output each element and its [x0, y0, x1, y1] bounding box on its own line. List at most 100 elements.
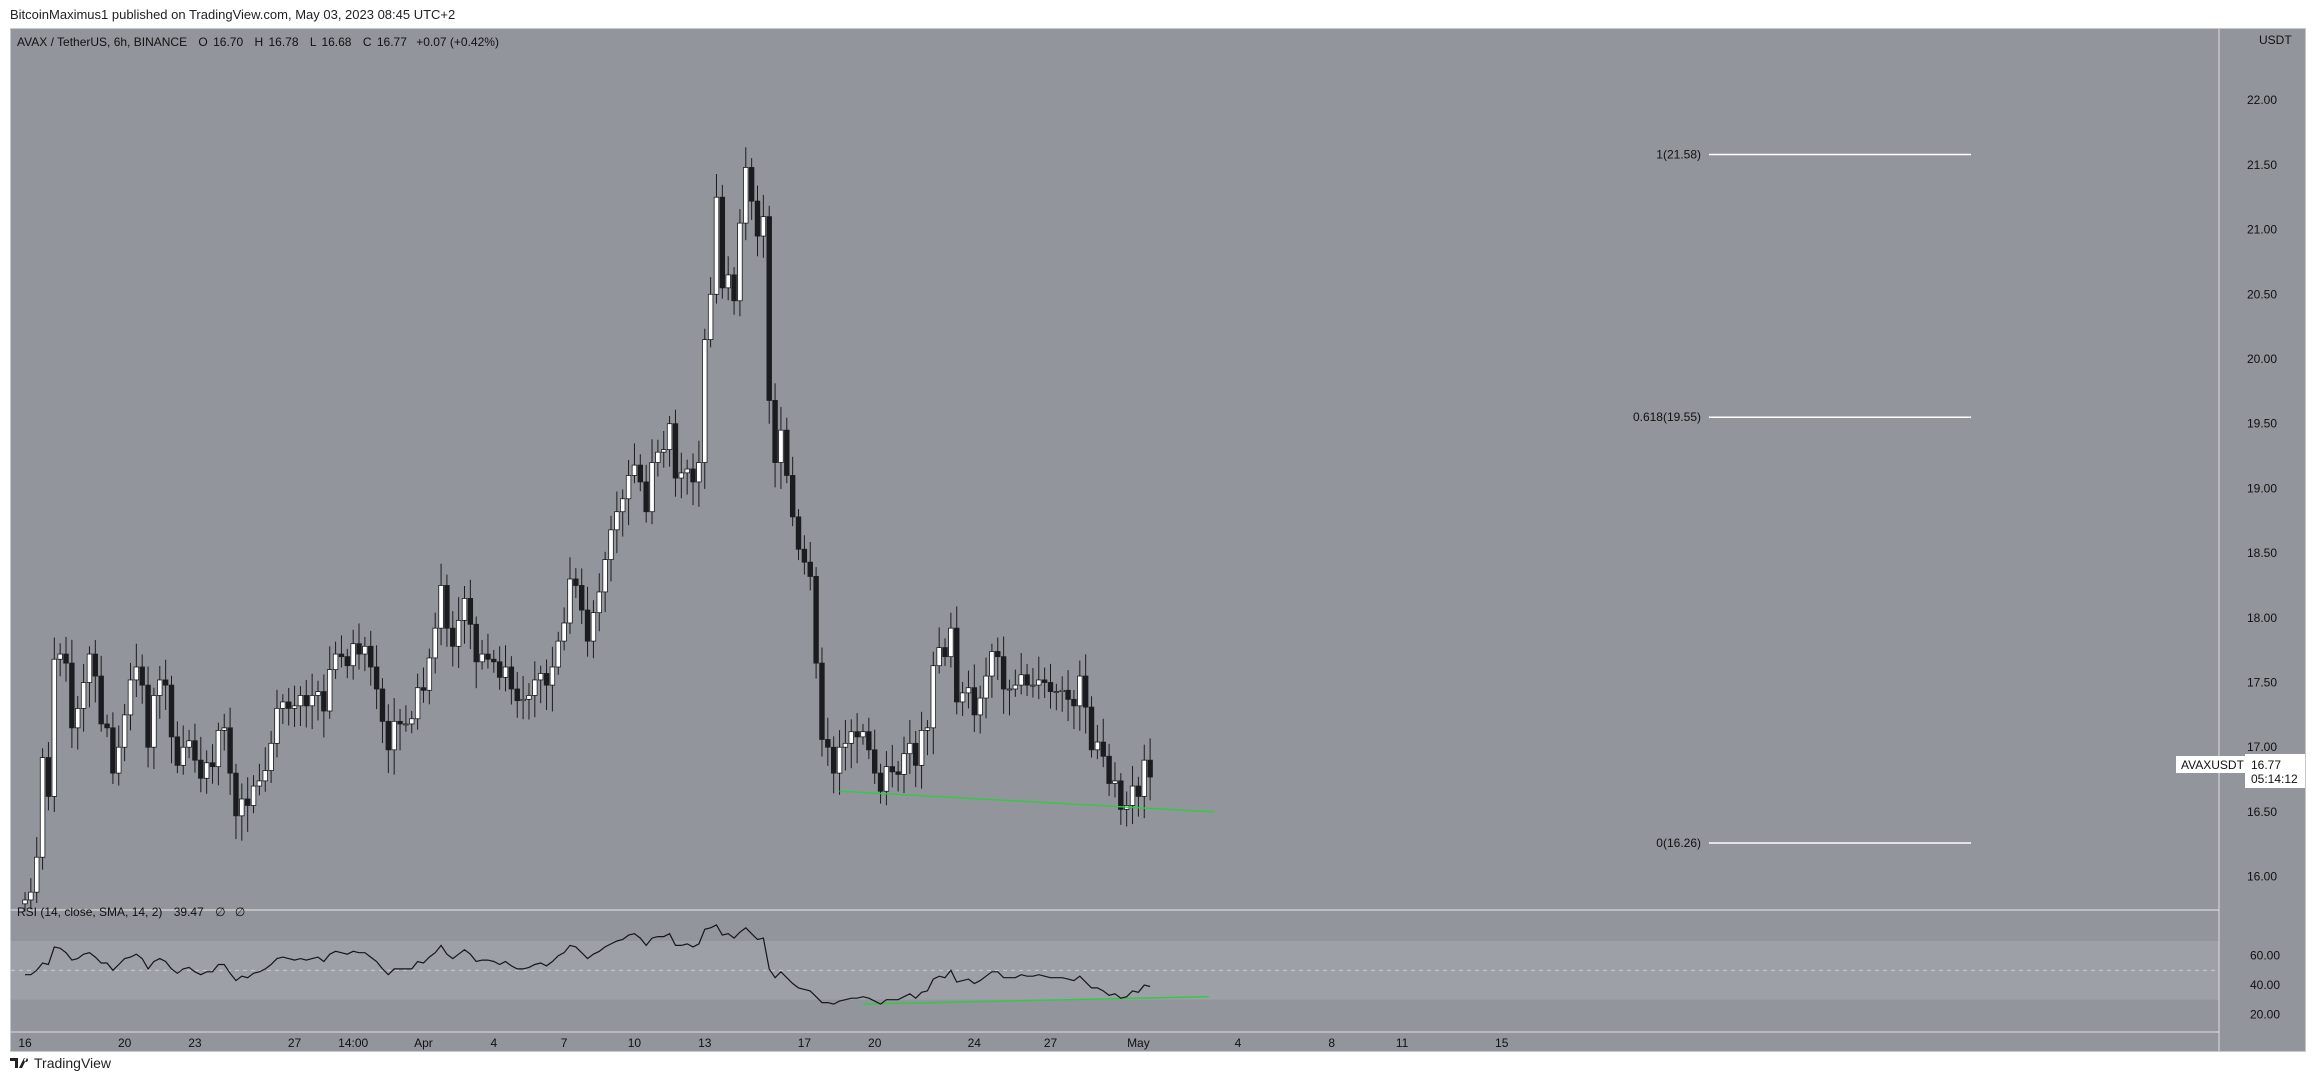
- candle-down: [748, 167, 755, 202]
- candle-down: [63, 653, 69, 664]
- candle-up: [116, 746, 122, 774]
- candle-up: [479, 653, 485, 663]
- candle-down: [995, 651, 1001, 658]
- candle-down: [473, 623, 479, 663]
- candle-down: [784, 429, 790, 476]
- candle-down: [1071, 698, 1077, 707]
- candle-down: [772, 400, 778, 463]
- candle-up: [414, 687, 421, 720]
- candle-down: [92, 653, 99, 677]
- x-tick-label: 7: [561, 1036, 568, 1050]
- candle-up: [883, 766, 890, 792]
- price-divergence-line: [839, 790, 1215, 813]
- price-tag-countdown: 05:14:12: [2251, 772, 2298, 786]
- candle-down: [813, 576, 819, 664]
- candle-up: [526, 695, 532, 700]
- candle-down: [954, 627, 960, 703]
- candle-up: [848, 731, 854, 744]
- rsi-divergence-line: [862, 996, 1209, 1005]
- candle-up: [924, 727, 931, 731]
- chart-header: AVAX / TetherUS, 6h, BINANCE O 16.70 H 1…: [17, 35, 499, 49]
- chart-svg[interactable]: 1(21.58)0.618(19.55)0(16.26) 16.0016.501…: [11, 29, 2305, 1051]
- low-label: L: [310, 35, 317, 49]
- candle-up: [860, 731, 866, 738]
- candle-down: [690, 468, 696, 483]
- currency-label: USDT: [2259, 33, 2292, 47]
- axes: 16.00 16.50 17.00 17.50 18.00 18.50 19.00 19.50…: [11, 29, 2280, 1051]
- candle-down: [450, 627, 456, 647]
- rsi-extra-2: ∅: [235, 905, 245, 919]
- y-tick-label: 19.00: [2247, 481, 2277, 495]
- candle-up: [438, 585, 444, 629]
- candle-down: [1135, 785, 1142, 797]
- change-value: +0.07 (+0.42%): [416, 35, 499, 49]
- y-tick-label: 20.00: [2247, 352, 2277, 366]
- candle-up: [655, 451, 661, 463]
- candle-down: [579, 585, 585, 611]
- x-tick-label: 13: [698, 1036, 712, 1050]
- candle-up: [186, 740, 192, 748]
- open-value: 16.70: [213, 35, 243, 49]
- candle-up: [239, 798, 245, 817]
- candle-up: [280, 701, 286, 709]
- candle-up: [350, 643, 356, 667]
- candle-up: [901, 753, 907, 775]
- candle-up: [403, 723, 409, 726]
- candle-down: [397, 720, 403, 725]
- candle-down: [227, 727, 233, 774]
- candle-up: [215, 730, 222, 768]
- x-tick-label: 10: [628, 1036, 642, 1050]
- open-label: O: [198, 35, 207, 49]
- x-tick-label: 20: [868, 1036, 882, 1050]
- price-tag-price: 16.77: [2251, 758, 2281, 772]
- candle-up: [409, 718, 415, 725]
- y-tick-label: 19.50: [2247, 417, 2277, 431]
- candle-up: [743, 167, 749, 224]
- candle-up: [157, 679, 163, 696]
- candle-up: [221, 727, 227, 731]
- rsi-tick-label: 60.00: [2250, 949, 2280, 963]
- candle-down: [145, 684, 151, 748]
- candle-up: [180, 746, 186, 766]
- candle-down: [872, 749, 878, 774]
- candle-up: [737, 222, 743, 302]
- candle-up: [262, 770, 268, 782]
- candle-down: [1100, 741, 1106, 757]
- chart-container[interactable]: 1(21.58) 0.618(19.55) 0(16.26) 16.00 16.50 1…: [10, 28, 2306, 1052]
- candle-up: [1053, 691, 1060, 693]
- rsi-extra-1: ∅: [215, 905, 225, 919]
- candle-down: [866, 731, 872, 751]
- candle-up: [561, 622, 567, 642]
- candle-up: [936, 647, 942, 667]
- candle-up: [707, 293, 714, 340]
- candle-down: [209, 762, 216, 768]
- candle-down: [913, 742, 919, 766]
- publisher-bar: BitcoinMaximus1 published on TradingView…: [0, 0, 2314, 28]
- candle-up: [631, 464, 638, 476]
- tradingview-logo-icon: [10, 1058, 29, 1068]
- x-tick-label: 17: [798, 1036, 812, 1050]
- high-value: 16.78: [269, 35, 299, 49]
- candle-down: [1047, 682, 1054, 692]
- candle-up: [760, 216, 767, 237]
- candle-up: [274, 708, 280, 744]
- candle-up: [1006, 688, 1013, 691]
- footer: TradingView: [10, 1052, 610, 1074]
- fib-levels: 1(21.58) 0.618(19.55) 0(16.26): [1633, 148, 1971, 850]
- candle-down: [69, 662, 75, 729]
- candle-down: [1024, 674, 1030, 686]
- candle-down: [830, 746, 837, 774]
- candle-up: [151, 695, 157, 748]
- symbol-label: AVAX / TetherUS, 6h, BINANCE: [17, 35, 187, 49]
- candle-down: [573, 578, 579, 586]
- y-tick-label: 16.50: [2247, 805, 2277, 819]
- candle-down: [1000, 656, 1007, 690]
- candle-up: [842, 742, 849, 748]
- candle-up: [1094, 741, 1101, 751]
- close-label: C: [363, 35, 372, 49]
- candle-down: [854, 731, 860, 738]
- price-tag-symbol-box: [2176, 756, 2251, 773]
- candle-down: [1065, 689, 1071, 700]
- candle-down: [303, 695, 309, 707]
- candle-down: [110, 727, 116, 774]
